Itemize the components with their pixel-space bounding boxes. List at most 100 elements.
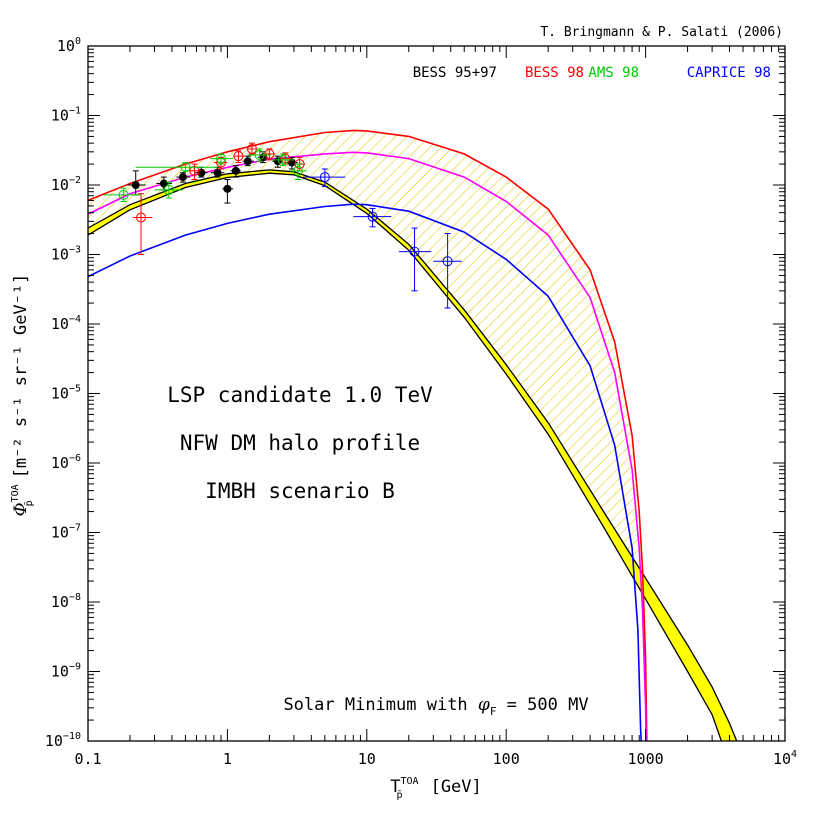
legend-item-bess-98: BESS 98 (525, 65, 584, 81)
data-point (233, 150, 246, 164)
y-tick-exponent: 0 (75, 36, 81, 47)
data-point (154, 181, 183, 199)
point-marker (136, 212, 147, 223)
data-point (230, 165, 241, 178)
x-tick-text: 10 (773, 750, 791, 768)
point-marker (223, 184, 232, 193)
y-tick-base: 10 (51, 385, 69, 403)
point-marker (159, 179, 168, 188)
legend-item-caprice-98: CAPRICE 98 (687, 65, 771, 81)
point-marker (246, 143, 257, 154)
y-tick-base: 10 (57, 37, 75, 55)
credit-text: T. Bringmann & P. Salati (2006) (540, 25, 783, 40)
y-tick-exponent: −3 (69, 245, 81, 256)
series-line-0 (88, 129, 648, 741)
x-tick-text: 100 (493, 750, 520, 768)
x-tick-text: 1 (223, 750, 232, 768)
point-marker (287, 158, 296, 167)
y-tick-exponent: −5 (69, 384, 81, 395)
legend-item-ams-98: AMS 98 (588, 65, 639, 81)
y-tick-exponent: −2 (69, 175, 81, 186)
point-marker (231, 166, 240, 175)
data-point (398, 227, 432, 292)
series-line-2 (88, 203, 642, 741)
solar-note: Solar Minimum with φF = 500 MV (283, 695, 588, 718)
point-marker (319, 172, 330, 183)
data-point (132, 193, 153, 255)
x-tick-exponent: 4 (791, 749, 797, 760)
point-marker (118, 189, 129, 200)
data-point (246, 142, 258, 155)
y-tick-label: 10−6 (51, 453, 81, 472)
y-tick-exponent: −8 (69, 592, 81, 603)
point-marker (264, 148, 275, 159)
plot-area (88, 129, 738, 741)
x-tick-label: 1 (223, 750, 232, 768)
x-tick-label: 0.1 (74, 750, 101, 768)
data-point (187, 163, 202, 180)
y-tick-base: 10 (51, 663, 69, 681)
series-line-1 (88, 151, 647, 741)
x-tick-text: 10 (358, 750, 376, 768)
y-tick-exponent: −10 (63, 731, 81, 742)
data-point (303, 168, 346, 188)
y-tick-base: 10 (51, 593, 69, 611)
point-marker (213, 168, 222, 177)
point-marker (292, 165, 303, 176)
legend: BESS 95+97 BESS 98 AMS 98 CAPRICE 98 (413, 65, 771, 81)
point-marker (277, 154, 288, 165)
x-tick-text: 1000 (628, 750, 664, 768)
point-marker (409, 246, 420, 257)
y-tick-label: 10−7 (51, 523, 81, 542)
point-marker (367, 211, 378, 222)
data-point (289, 163, 307, 180)
data-point (272, 153, 294, 167)
point-marker (178, 173, 187, 182)
y-axis-label: ΦTOAp̄[m⁻² s⁻¹ sr⁻¹ GeV⁻¹] (10, 274, 35, 517)
data-point (135, 162, 218, 173)
annotation-halo: NFW DM halo profile (180, 431, 420, 455)
x-tick-label: 104 (773, 749, 797, 768)
y-tick-base: 10 (51, 246, 69, 264)
y-tick-base: 10 (51, 107, 69, 125)
point-marker (163, 184, 174, 195)
y-tick-label: 10−2 (51, 175, 81, 194)
point-marker (131, 181, 140, 189)
data-point (353, 207, 392, 228)
y-tick-base: 10 (51, 454, 69, 472)
y-tick-label: 10−1 (51, 106, 81, 125)
x-tick-label: 100 (493, 750, 520, 768)
y-tick-label: 10−8 (51, 592, 81, 611)
point-marker (442, 256, 453, 267)
legend-item-bess-95-97: BESS 95+97 (413, 65, 497, 81)
y-tick-base: 10 (51, 524, 69, 542)
y-tick-label: 10−9 (51, 662, 81, 681)
point-marker (216, 153, 227, 164)
data-point (264, 148, 276, 161)
annotations: LSP candidate 1.0 TeV NFW DM halo profil… (167, 383, 433, 503)
y-tick-label: 10−10 (45, 731, 81, 750)
y-tick-exponent: −1 (69, 106, 81, 117)
point-marker (243, 157, 252, 166)
annotation-lsp: LSP candidate 1.0 TeV (167, 383, 433, 407)
x-tick-text: 0.1 (74, 750, 101, 768)
y-tick-label: 10−5 (51, 384, 81, 403)
data-point (247, 148, 271, 162)
y-tick-base: 10 (45, 732, 63, 750)
axes: 0.1 1 10 100 1000 10410010−110−210−310−410−51… (45, 36, 797, 768)
y-tick-base: 10 (51, 176, 69, 194)
y-tick-exponent: −4 (69, 314, 81, 325)
data-point (433, 233, 462, 309)
band-lower-edge (88, 172, 723, 741)
data-point (209, 153, 234, 165)
data-point (126, 170, 146, 196)
point-marker (233, 151, 244, 162)
y-tick-label: 10−4 (51, 314, 81, 333)
data-point (210, 166, 225, 178)
y-tick-label: 100 (57, 36, 81, 55)
y-tick-label: 10−3 (51, 245, 81, 264)
annotation-imbh: IMBH scenario B (205, 479, 395, 503)
x-axis-label: TTOA p̄ [GeV] (390, 776, 482, 801)
x-tick-label: 10 (358, 750, 376, 768)
